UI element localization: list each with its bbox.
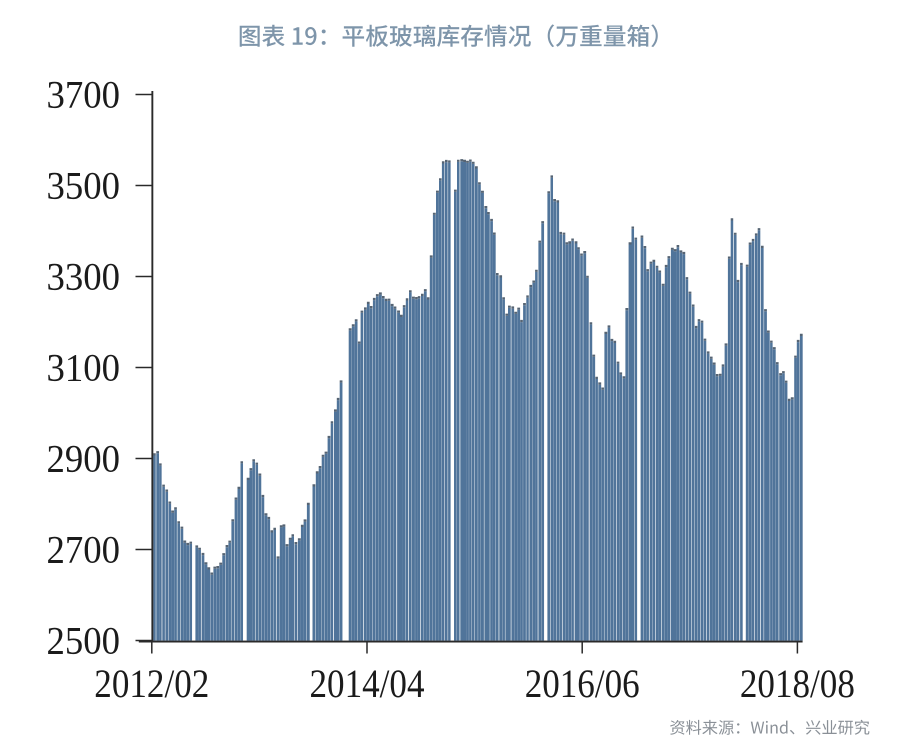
svg-text:2900: 2900: [47, 438, 121, 481]
svg-text:2016/06: 2016/06: [525, 661, 640, 706]
svg-text:2018/08: 2018/08: [740, 661, 855, 706]
svg-text:3500: 3500: [47, 165, 121, 208]
svg-text:2014/04: 2014/04: [310, 661, 425, 706]
svg-text:3300: 3300: [47, 256, 121, 299]
svg-text:2012/02: 2012/02: [94, 661, 209, 706]
svg-text:3700: 3700: [47, 74, 121, 117]
svg-text:2500: 2500: [47, 620, 121, 663]
svg-text:2700: 2700: [47, 529, 121, 572]
svg-text:3100: 3100: [47, 347, 121, 390]
